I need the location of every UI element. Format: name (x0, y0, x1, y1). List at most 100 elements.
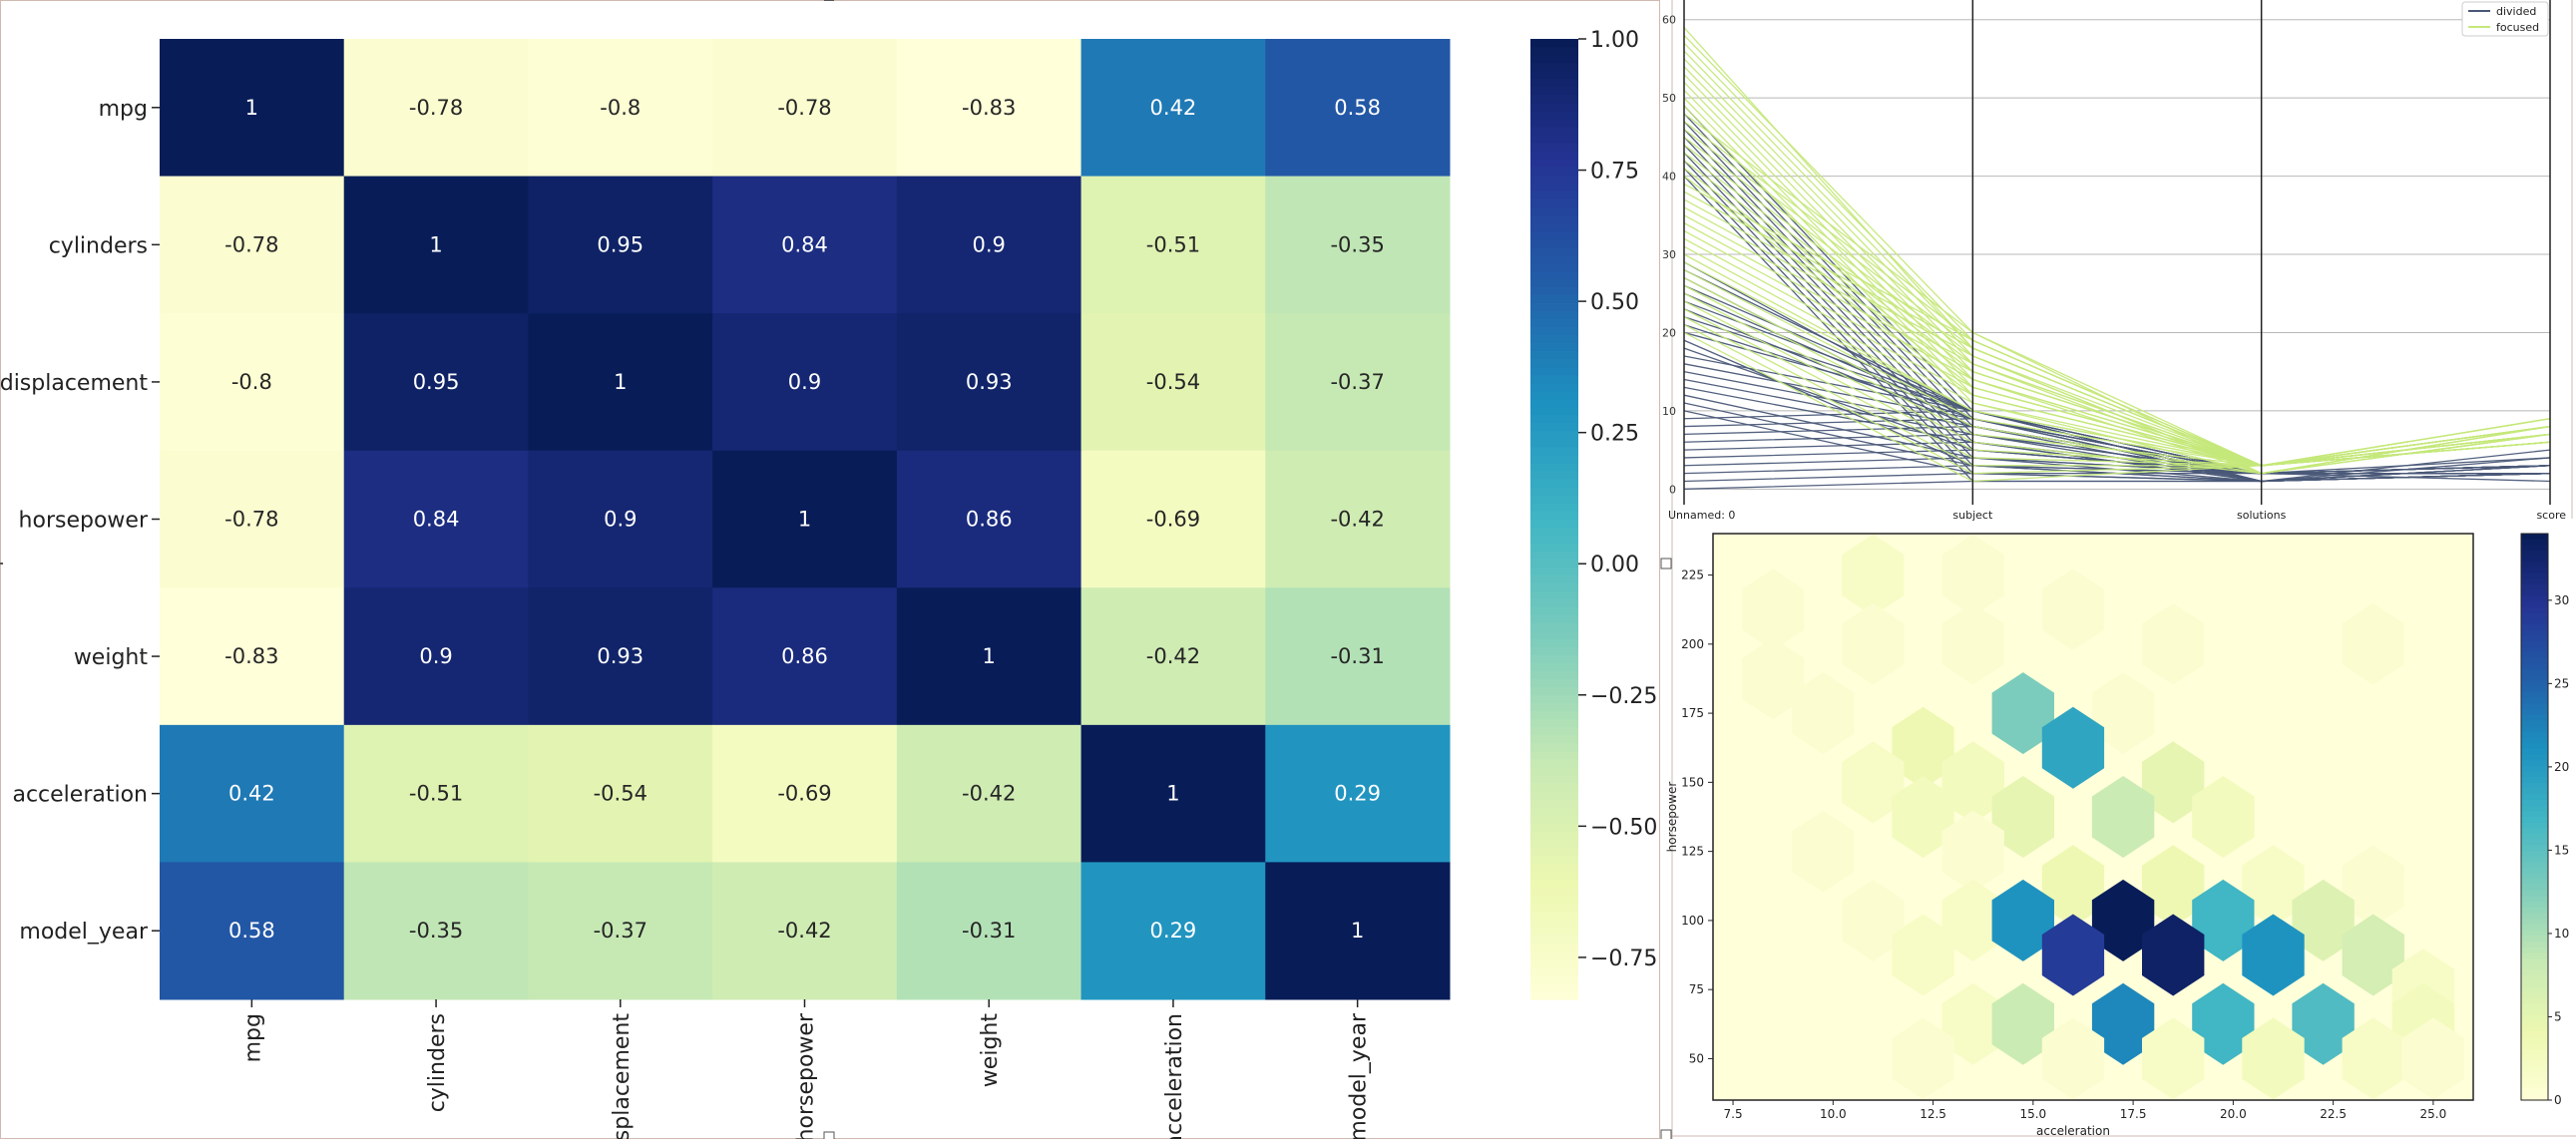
parallel-axis-label: Unnamed: 0 (1668, 509, 1735, 522)
hex-colorbar-segment (2521, 794, 2548, 801)
heatmap-value-label: 0.84 (413, 508, 460, 532)
hex-colorbar-segment (2521, 697, 2548, 704)
hex-colorbar-tick-label: 30 (2554, 593, 2569, 607)
colorbar-gradient-segment (1530, 302, 1578, 312)
colorbar-gradient-segment (1530, 966, 1578, 976)
colorbar-gradient-segment (1530, 175, 1578, 185)
hex-colorbar-segment (2521, 896, 2548, 903)
heatmap-cell (896, 862, 1082, 1000)
hex-colorbar-segment (2521, 930, 2548, 937)
heatmap-cell (1080, 39, 1266, 178)
colorbar-gradient-segment (1530, 847, 1578, 857)
colorbar-gradient-segment (1530, 294, 1578, 304)
colorbar-gradient-segment (1530, 262, 1578, 272)
hexbin-plot: 7.5 10.0 12.5 15.0 17.5 20.0 22.5 25.0 50 75 100 12… (1665, 533, 2474, 1138)
heatmap-cell (528, 313, 713, 452)
hex-colorbar-segment (2521, 726, 2548, 733)
colorbar-gradient-segment (1530, 367, 1578, 376)
colorbar-gradient-segment (1530, 895, 1578, 905)
colorbar-gradient-segment (1530, 342, 1578, 352)
colorbar-gradient-segment (1530, 799, 1578, 808)
colorbar-gradient-segment (1530, 135, 1578, 144)
colorbar-gradient-segment (1530, 111, 1578, 120)
parallel-line-focused (1683, 42, 2551, 467)
hex-colorbar-segment (2521, 562, 2548, 569)
resize-handle-bottom[interactable] (823, 1131, 835, 1139)
colorbar-gradient-segment (1530, 990, 1578, 1000)
hexbin-cell (1941, 982, 2004, 1065)
hex-colorbar-segment (2521, 902, 2548, 909)
heatmap-cell (712, 39, 898, 178)
hex-colorbar-segment (2521, 1003, 2548, 1010)
colorbar-gradient-segment (1530, 399, 1578, 408)
heatmap-value-label: 0.58 (228, 919, 275, 943)
hex-colorbar-segment (2521, 551, 2548, 558)
heatmap-col-label: displacement (610, 1013, 635, 1139)
colorbar-gradient-segment (1530, 879, 1578, 889)
heatmap-cell (160, 39, 345, 178)
colorbar-gradient-segment (1530, 638, 1578, 648)
heatmap-cell (896, 313, 1082, 452)
colorbar-gradient-segment (1530, 974, 1578, 984)
hex-colorbar-segment (2521, 845, 2548, 852)
heatmap-row-label: cylinders (49, 233, 148, 258)
colorbar-gradient-segment (1530, 574, 1578, 584)
colorbar-gradient-segment (1530, 590, 1578, 600)
colorbar-gradient-segment (1530, 270, 1578, 280)
heatmap-col-label: acceleration (1162, 1013, 1187, 1139)
colorbar-gradient-segment (1530, 143, 1578, 152)
resize-handle-corner[interactable] (1660, 1129, 1672, 1139)
colorbar-gradient-segment (1530, 230, 1578, 240)
hex-colorbar-segment (2521, 539, 2548, 546)
resize-handle-mid[interactable] (1660, 558, 1672, 570)
heatmap-value-label: -0.35 (409, 919, 463, 943)
hexbin-xtick-label: 20.0 (2220, 1107, 2247, 1121)
hexbin-cell (2041, 845, 2105, 928)
colorbar-gradient-segment (1530, 630, 1578, 640)
colorbar-tick-label: 0.25 (1590, 422, 1639, 447)
colorbar-gradient-segment (1530, 903, 1578, 913)
heatmap-value-label: -0.42 (1330, 508, 1384, 532)
colorbar-gradient-segment (1530, 63, 1578, 72)
parallel-ytick-label: 60 (1662, 14, 1676, 27)
colorbar-gradient-segment (1530, 359, 1578, 368)
hex-colorbar-segment (2521, 640, 2548, 648)
heatmap-cell (712, 724, 898, 863)
hex-colorbar-segment (2521, 799, 2548, 807)
colorbar-gradient-segment (1530, 326, 1578, 336)
colorbar-gradient-segment (1530, 375, 1578, 384)
hexbin-cell (2142, 1017, 2205, 1100)
hex-colorbar-segment (2521, 1054, 2548, 1061)
hex-colorbar-segment (2521, 1031, 2548, 1039)
hexbin-cell (1991, 672, 2054, 755)
colorbar-gradient-segment (1530, 863, 1578, 873)
hexbin-cell (1842, 534, 1905, 616)
heatmap-value-label: -0.42 (777, 919, 831, 943)
heatmap-value-label: -0.31 (962, 919, 1016, 943)
colorbar-gradient-segment (1530, 95, 1578, 104)
hex-colorbar-segment (2521, 907, 2548, 915)
heatmap-value-label: 0.42 (1150, 96, 1197, 120)
hex-colorbar-segment (2521, 1020, 2548, 1027)
hex-colorbar-segment (2521, 913, 2548, 920)
hexbin-cell (2342, 602, 2404, 685)
hexbin-ytick-label: 100 (1681, 914, 1704, 928)
hexbin-ytick-label: 200 (1681, 637, 1704, 651)
hexbin-cell (2342, 845, 2404, 928)
hex-colorbar-segment (2521, 657, 2548, 665)
heatmap-value-label: 1 (245, 96, 258, 120)
heatmap-value-label: 0.93 (966, 370, 1013, 394)
colorbar-tick-label: 1.00 (1590, 28, 1639, 53)
hex-colorbar-segment (2521, 1065, 2548, 1073)
hexbin-cell (1742, 637, 1805, 720)
heatmap-cell (1265, 862, 1451, 1000)
heatmap-cell (1265, 176, 1451, 314)
hexbin-cell (2091, 982, 2155, 1065)
hex-colorbar-segment (2521, 754, 2548, 761)
parallel-ytick-label: 30 (1662, 248, 1676, 261)
hex-colorbar-segment (2521, 1048, 2548, 1056)
parallel-ytick-label: 20 (1662, 326, 1676, 339)
heatmap-col-label: model_year (1347, 1012, 1372, 1139)
hex-colorbar-segment (2521, 986, 2548, 993)
